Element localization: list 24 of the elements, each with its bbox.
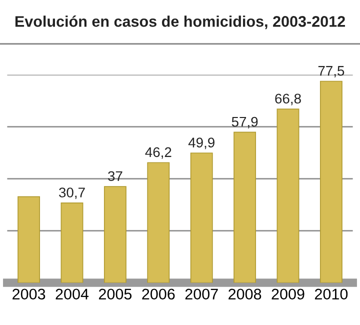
bar (60, 202, 84, 283)
x-tick-label: 2004 (56, 288, 89, 300)
x-tick-label: 2010 (314, 288, 348, 300)
data-label: 49,9 (188, 138, 214, 150)
bar (190, 152, 213, 283)
data-label: 46,2 (145, 147, 172, 159)
chart-title: Evolución en casos de homicidios, 2003-2012 (15, 15, 345, 30)
x-tick-label: 2006 (142, 288, 175, 300)
x-tick-label: 2009 (272, 288, 304, 300)
x-tick-label: 2007 (185, 288, 218, 300)
bar (320, 80, 342, 283)
x-tick-label: 2003 (12, 288, 46, 300)
x-tick-label: 2005 (98, 288, 132, 300)
bar (276, 108, 300, 283)
data-label: 77,5 (318, 66, 344, 78)
data-label: 30,7 (59, 188, 85, 200)
bar (104, 186, 126, 283)
bar (18, 196, 40, 283)
data-label: 37 (108, 171, 122, 182)
bar (147, 162, 170, 283)
bar (234, 132, 256, 283)
data-label: 66,8 (275, 94, 301, 106)
data-label: 57,9 (232, 116, 258, 128)
x-tick-label: 2008 (228, 288, 262, 300)
